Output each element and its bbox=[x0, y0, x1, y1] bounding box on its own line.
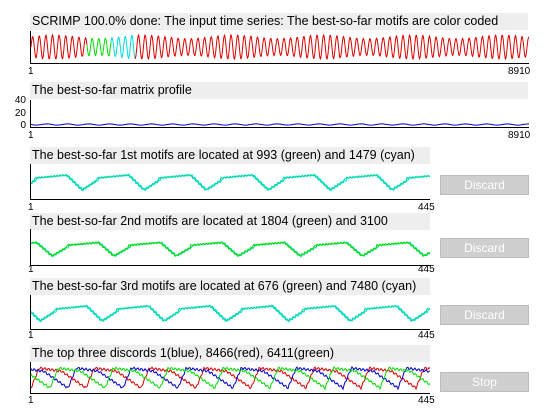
motif3-axis bbox=[30, 295, 431, 330]
matrix-profile-x-start: 1 bbox=[28, 130, 34, 141]
discard-motif2-button[interactable]: Discard bbox=[440, 238, 529, 258]
matrix-profile-plot bbox=[30, 123, 530, 126]
discard-motif3-button[interactable]: Discard bbox=[440, 305, 529, 325]
discords-title: The top three discords 1(blue), 8466(red… bbox=[30, 345, 430, 362]
motif3-x-end: 445 bbox=[418, 330, 435, 341]
matrix-profile-title: The best-so-far matrix profile bbox=[30, 82, 528, 99]
matrix-profile-y-20: 20 bbox=[14, 108, 26, 119]
motif2-plot bbox=[30, 240, 431, 258]
series-segment-0 bbox=[30, 33, 88, 60]
discord-red bbox=[30, 365, 431, 391]
motif2-axis bbox=[30, 229, 431, 266]
discords-x-end: 445 bbox=[418, 395, 435, 406]
matrix-profile-x-end: 8910 bbox=[508, 130, 531, 141]
motif3-x-start: 1 bbox=[28, 330, 34, 341]
motif3-title: The best-so-far 3rd motifs are located a… bbox=[30, 278, 430, 295]
matrix-profile-y-0: 0 bbox=[20, 120, 26, 131]
input-series-axis bbox=[30, 31, 530, 64]
motif3-plot bbox=[30, 304, 431, 323]
m3-svg-line-0 bbox=[30, 304, 431, 323]
motif1-axis bbox=[30, 164, 431, 200]
stop-button[interactable]: Stop bbox=[440, 372, 529, 392]
matrix-profile-y-40: 40 bbox=[14, 95, 26, 106]
input-series-title: SCRIMP 100.0% done: The input time serie… bbox=[30, 13, 528, 30]
discords-axis bbox=[30, 362, 431, 394]
discords-plot bbox=[30, 365, 431, 391]
discard-motif1-button[interactable]: Discard bbox=[440, 175, 529, 195]
discords-x-start: 1 bbox=[28, 395, 34, 406]
motif2-x-start: 1 bbox=[28, 264, 34, 275]
series-segment-3 bbox=[134, 33, 530, 61]
input-series-plot bbox=[30, 33, 530, 61]
motif1-x-end: 445 bbox=[418, 202, 435, 213]
matrix-profile-line bbox=[30, 123, 530, 126]
matrix-profile-axis bbox=[30, 100, 530, 128]
discord-green bbox=[30, 365, 431, 391]
series-segment-2 bbox=[110, 34, 136, 60]
motif2-x-end: 445 bbox=[418, 264, 435, 275]
m1-svg-line-1 bbox=[30, 173, 431, 192]
motif2-title: The best-so-far 2nd motifs are located a… bbox=[30, 213, 430, 230]
motif1-title: The best-so-far 1st motifs are located a… bbox=[30, 147, 430, 164]
input-series-x-start: 1 bbox=[28, 66, 34, 77]
m3-svg-line-1 bbox=[30, 304, 431, 323]
input-series-x-end: 8910 bbox=[508, 66, 531, 77]
series-segment-1 bbox=[86, 37, 112, 57]
discord-blue bbox=[30, 365, 431, 391]
m2-svg-line-1 bbox=[30, 240, 431, 258]
motif1-x-start: 1 bbox=[28, 202, 34, 213]
motif1-plot bbox=[30, 173, 431, 192]
